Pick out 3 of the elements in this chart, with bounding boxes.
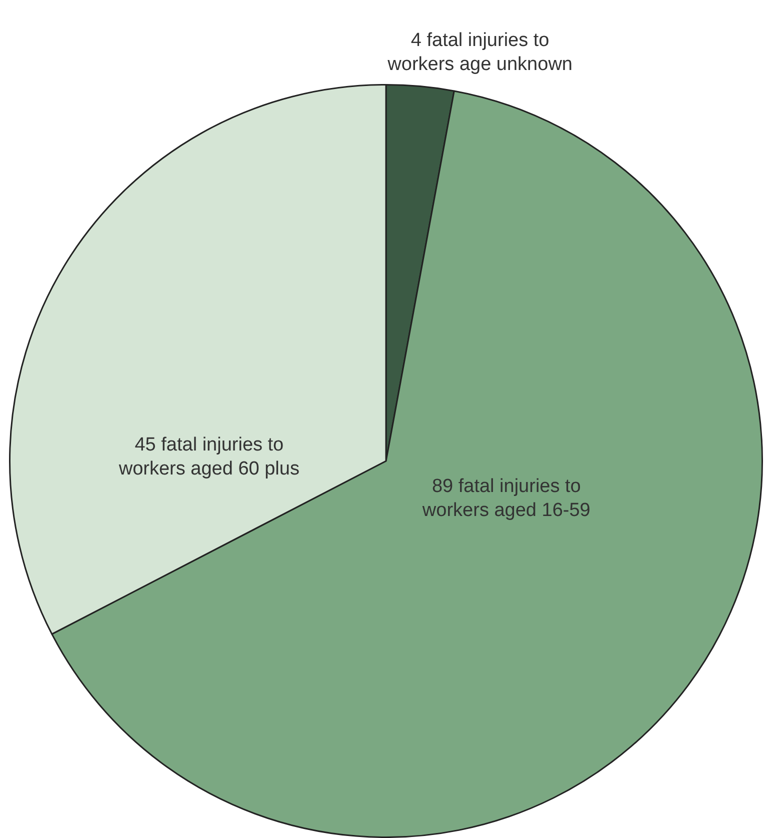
slice-label: 89 fatal injuries to workers aged 16-59 <box>421 476 590 521</box>
slice-label: 4 fatal injuries to workers age unknown <box>386 30 572 76</box>
slice-label: 45 fatal injuries to workers aged 60 plus <box>118 434 300 480</box>
